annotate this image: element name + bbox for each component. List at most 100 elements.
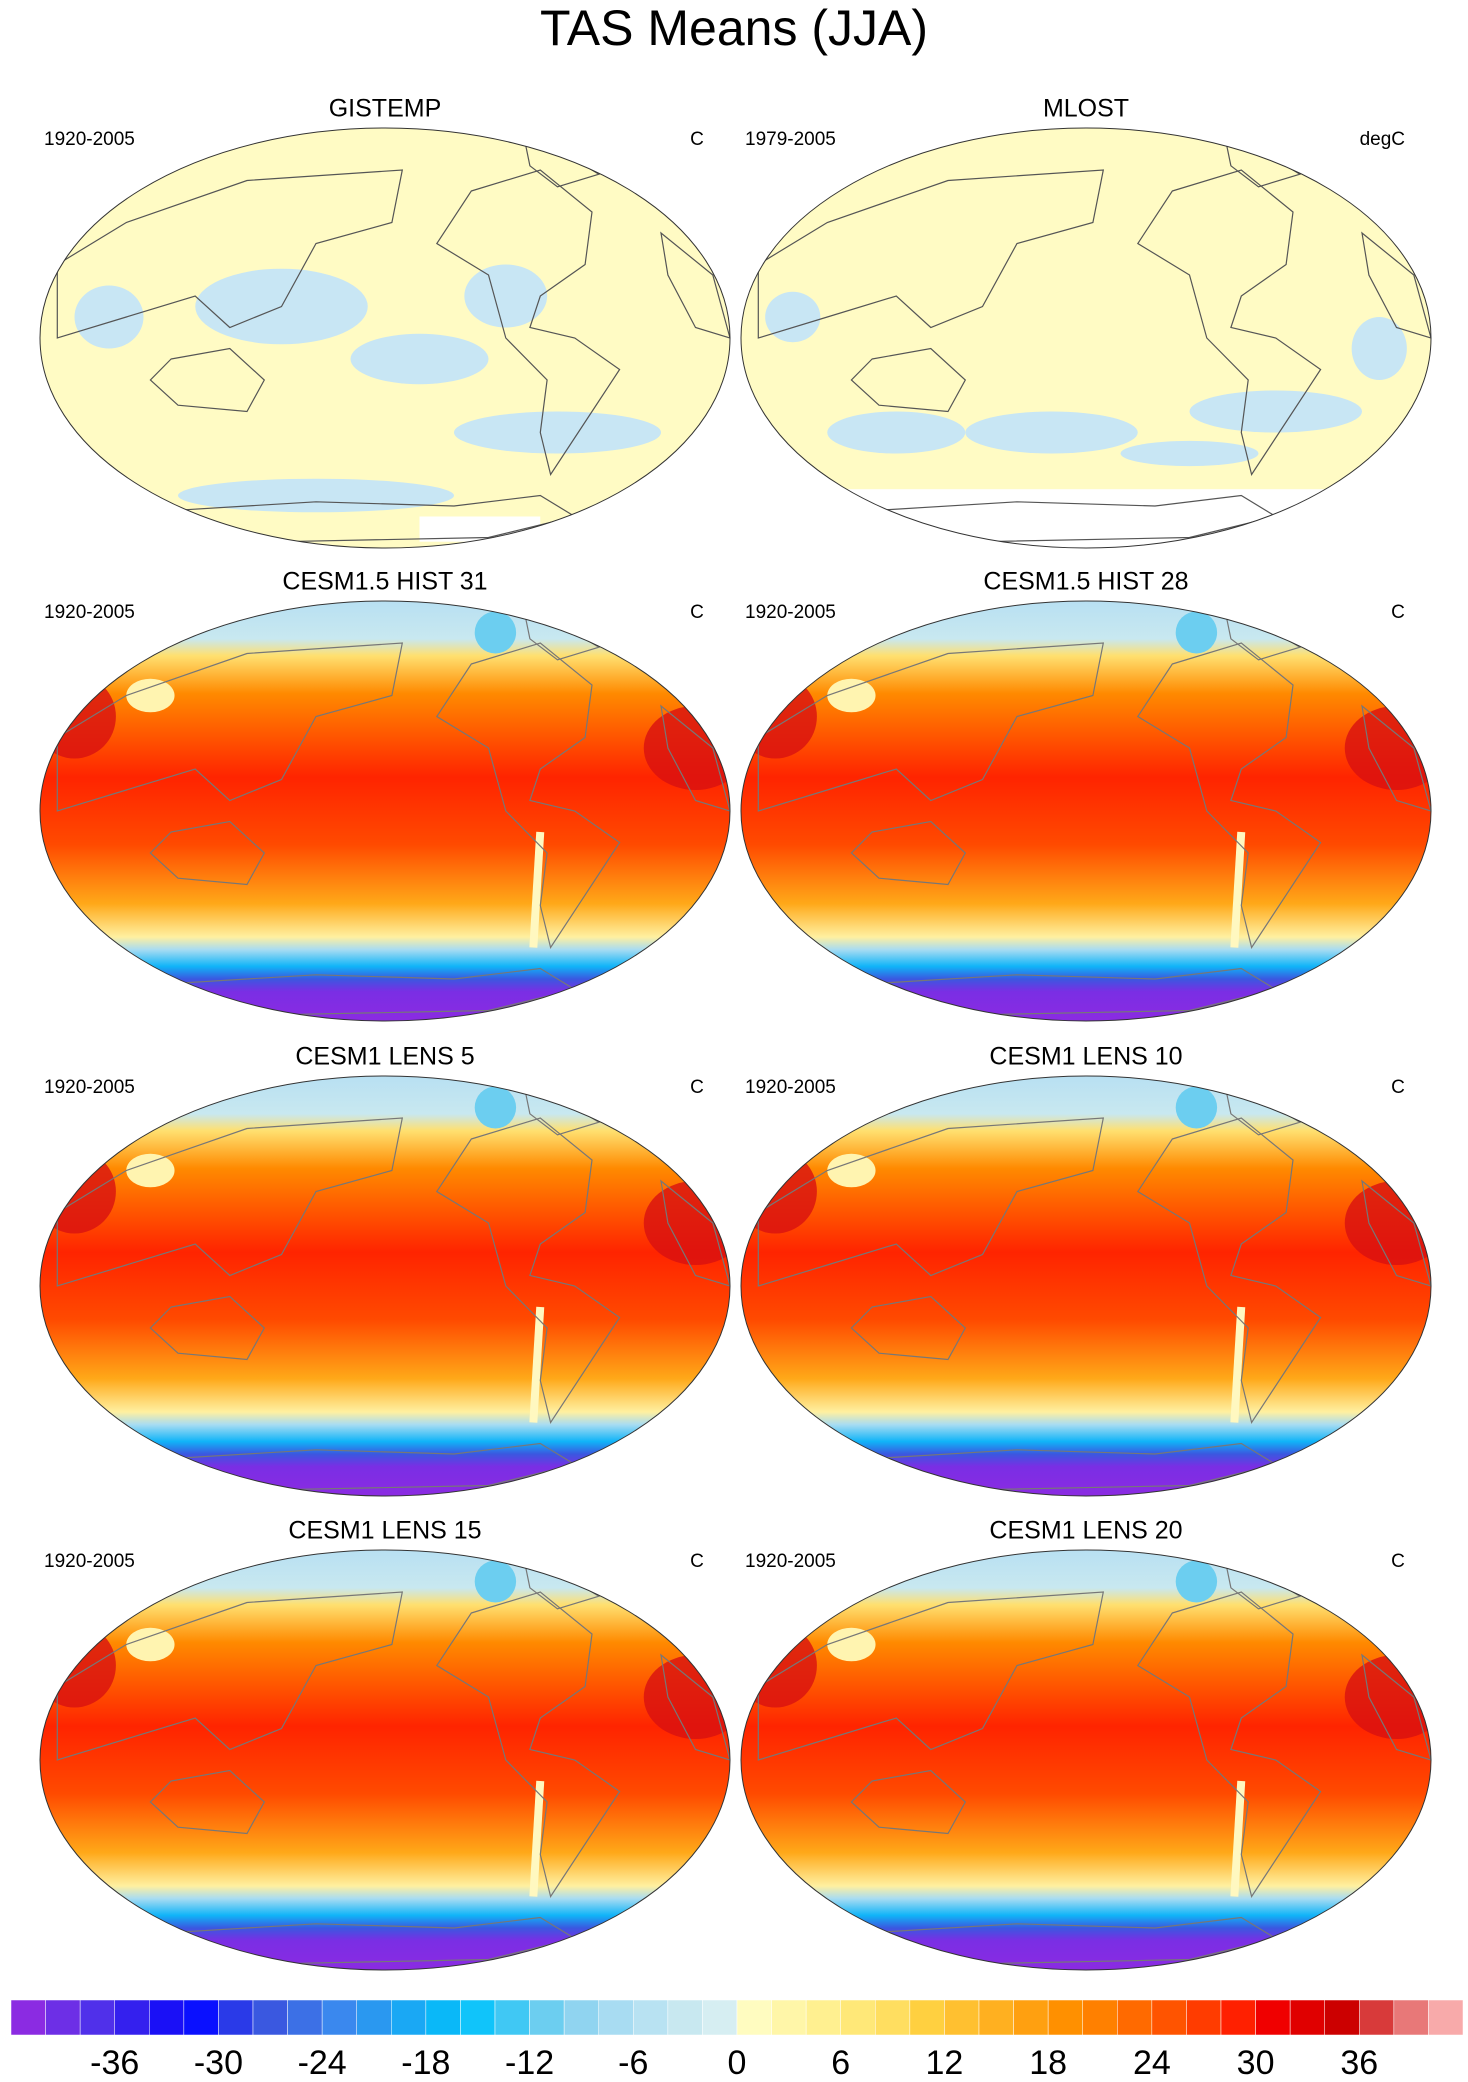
greenland [474, 1560, 517, 1603]
plateau [126, 1153, 175, 1188]
warm-region [1344, 1181, 1431, 1265]
map-border [39, 1075, 731, 1497]
anomaly-region [464, 264, 548, 328]
coastline [757, 1079, 1431, 1491]
map-panel [741, 128, 1431, 548]
colorbar-box [529, 1999, 565, 2036]
map-panel [741, 1076, 1431, 1496]
colorbar-box [1117, 1999, 1153, 2036]
panel-title: CESM1 LENS 15 [288, 1517, 481, 1545]
greenland [474, 611, 517, 654]
colorbar-box [736, 1999, 772, 2036]
plateau [126, 1627, 175, 1662]
colorbar-box [425, 1999, 461, 2036]
colorbar-label: 12 [926, 2044, 964, 2082]
colorbar-box [45, 1999, 81, 2036]
map-panel [741, 601, 1431, 1021]
andes [1230, 1780, 1246, 1897]
warm-region [741, 1149, 817, 1234]
colorbar-box [1047, 1999, 1083, 2036]
andes [529, 1780, 545, 1897]
warm-region [643, 1181, 730, 1265]
anomaly-region [454, 411, 661, 454]
colorbar-box [356, 1999, 392, 2036]
colorbar-label: 36 [1340, 2044, 1378, 2082]
map-border [740, 1075, 1432, 1497]
map-panel [40, 601, 730, 1021]
colorbar-box [183, 1999, 219, 2036]
map-field [40, 1550, 730, 1970]
greenland [1175, 1560, 1218, 1603]
colorbar-box [252, 1999, 288, 2036]
colorbar-box [494, 1999, 530, 2036]
colorbar-box [1255, 1999, 1291, 2036]
map-border [740, 600, 1432, 1022]
colorbar-label: 30 [1237, 2044, 1275, 2082]
coastline [56, 1553, 730, 1965]
units-label: degC [1360, 129, 1405, 150]
panel-title: CESM1 LENS 10 [989, 1043, 1182, 1071]
map-border [39, 127, 731, 549]
coastline [56, 604, 730, 1016]
warm-region [643, 1655, 730, 1739]
colorbar-box [218, 1999, 254, 2036]
colorbar-box [321, 1999, 357, 2036]
colorbar-box [149, 1999, 185, 2036]
map-field [741, 128, 1431, 548]
plateau [827, 1153, 876, 1188]
colorbar-box [1393, 1999, 1429, 2036]
coastline [56, 131, 730, 543]
plateau [126, 678, 175, 713]
panel-title: CESM1.5 HIST 31 [282, 568, 487, 596]
colorbar-box [633, 1999, 669, 2036]
anomaly-region [74, 285, 144, 349]
colorbar-label: 18 [1029, 2044, 1067, 2082]
greenland [1175, 1086, 1218, 1129]
andes [529, 1306, 545, 1423]
units-label: C [690, 602, 704, 623]
colorbar-box [1186, 1999, 1222, 2036]
anomaly-region [827, 411, 966, 454]
map-field [741, 1550, 1431, 1970]
colorbar-label: 6 [831, 2044, 850, 2082]
colorbar-box [1220, 1999, 1256, 2036]
anomaly-region [1351, 317, 1407, 380]
warm-region [40, 674, 116, 759]
figure-title: TAS Means (JJA) [540, 0, 928, 56]
colorbar-box [702, 1999, 738, 2036]
map-panel [40, 1076, 730, 1496]
map-border [39, 1549, 731, 1971]
colorbar-label: -30 [194, 2044, 243, 2082]
andes [1230, 1306, 1246, 1423]
greenland [1175, 611, 1218, 654]
colorbar-box [391, 1999, 427, 2036]
warm-region [741, 674, 817, 759]
colorbar-box [909, 1999, 945, 2036]
andes [529, 831, 545, 948]
map-border [740, 127, 1432, 549]
period-label: 1979-2005 [745, 129, 836, 150]
map-field [741, 1076, 1431, 1496]
anomaly-region [765, 291, 821, 343]
anomaly-region [965, 411, 1138, 454]
warm-region [1344, 706, 1431, 790]
greenland [474, 1086, 517, 1129]
units-label: C [690, 129, 704, 150]
warm-region [643, 706, 730, 790]
warm-region [40, 1623, 116, 1708]
colorbar-box [1428, 1999, 1464, 2036]
colorbar-box [114, 1999, 150, 2036]
map-field [40, 1076, 730, 1496]
coastline [757, 131, 1431, 543]
colorbar-box [1151, 1999, 1187, 2036]
colorbar-box [944, 1999, 980, 2036]
colorbar-box [1289, 1999, 1325, 2036]
colorbar-box [840, 1999, 876, 2036]
map-panel [40, 1550, 730, 1970]
colorbar-box [667, 1999, 703, 2036]
panel-title: CESM1 LENS 5 [295, 1043, 474, 1071]
period-label: 1920-2005 [745, 1077, 836, 1098]
colorbar-box [875, 1999, 911, 2036]
units-label: C [1391, 1551, 1405, 1572]
